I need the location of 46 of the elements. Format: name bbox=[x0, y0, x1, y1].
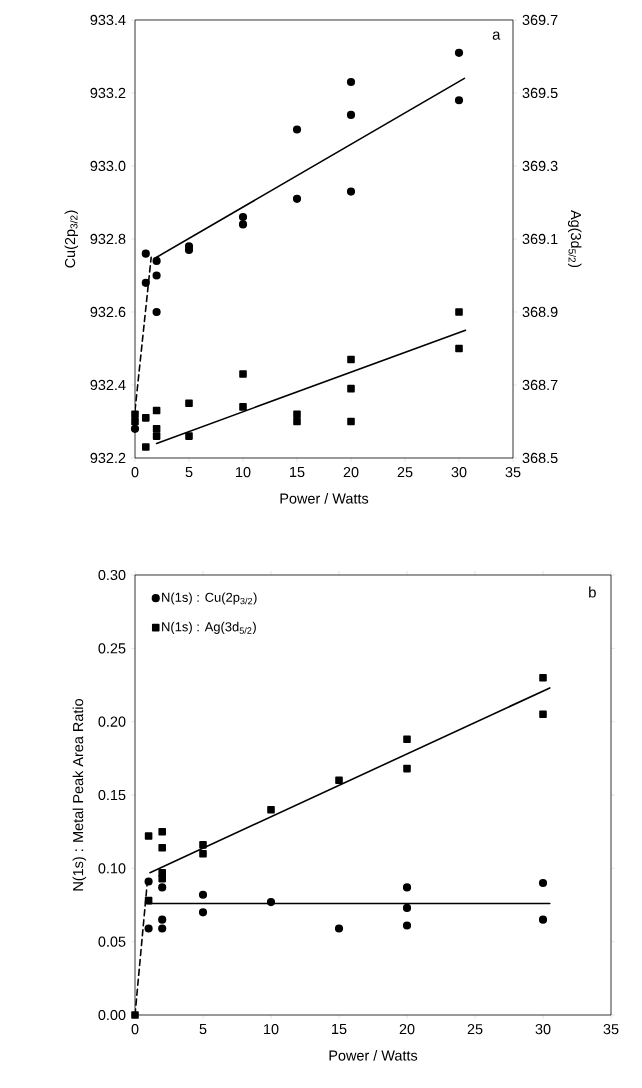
y-tick-label: 0.10 bbox=[98, 863, 126, 874]
x-tick-label: 0 bbox=[131, 1023, 139, 1035]
y-tick-label: 932.2 bbox=[90, 452, 126, 464]
y2-tick-label: 368.7 bbox=[522, 379, 558, 391]
x-tick-label: 30 bbox=[535, 1023, 551, 1035]
y2-tick-label: 369.1 bbox=[522, 233, 558, 245]
y-tick-label: 933.4 bbox=[90, 14, 126, 26]
x-tick-label: 25 bbox=[397, 466, 413, 478]
x-tick-label: 15 bbox=[332, 1024, 347, 1035]
y-tick-label: 0.15 bbox=[98, 789, 126, 801]
x-tick-label: 30 bbox=[451, 466, 467, 478]
x-tick-label: 35 bbox=[505, 466, 521, 478]
annotation: b bbox=[589, 586, 596, 598]
x-tick-label: 0 bbox=[131, 466, 139, 478]
legend-label: N(1s) : Ag(3d$_{5/2}$) bbox=[162, 621, 256, 634]
y-tick-label: 933.0 bbox=[90, 160, 126, 172]
y2-tick-label: 368.5 bbox=[522, 452, 558, 464]
x-tick-label: 20 bbox=[399, 1023, 415, 1035]
annotation: a bbox=[492, 31, 501, 40]
x-tick-label: 35 bbox=[603, 1023, 619, 1035]
y-tick-label: 932.4 bbox=[90, 379, 126, 391]
y2-tick-label: 368.9 bbox=[522, 306, 558, 318]
y-tick-label: 0.20 bbox=[98, 716, 126, 727]
y-tick-label: 0.30 bbox=[98, 569, 126, 581]
y-tick-label: 0.00 bbox=[98, 1009, 126, 1021]
y2-tick-label: 369.5 bbox=[522, 87, 558, 99]
y2-tick-label: 369.7 bbox=[522, 14, 558, 26]
x-tick-label: 10 bbox=[264, 1023, 279, 1035]
x-tick-label: 10 bbox=[236, 466, 251, 478]
x-axis-title: Power / Watts bbox=[329, 1050, 418, 1061]
legend-label: N(1s) : Cu(2p$_{3/2}$) bbox=[162, 592, 257, 605]
y-axis-title: Cu(2p$_{3/2}$) bbox=[64, 210, 79, 268]
y-tick-label: 933.2 bbox=[90, 87, 126, 99]
y-tick-label: 0.05 bbox=[98, 936, 126, 947]
y2-tick-label: 369.3 bbox=[522, 160, 558, 172]
x-axis-title: Power / Watts bbox=[280, 493, 369, 504]
x-tick-label: 25 bbox=[467, 1023, 483, 1035]
y-tick-label: 932.8 bbox=[90, 233, 126, 245]
x-tick-label: 20 bbox=[343, 466, 359, 478]
y-axis-title: N(1s) : Metal Peak Area Ratio bbox=[72, 699, 87, 891]
y-tick-label: 0.25 bbox=[98, 643, 126, 654]
y-tick-label: 932.6 bbox=[90, 306, 126, 318]
x-tick-label: 5 bbox=[185, 466, 193, 478]
x-tick-label: 15 bbox=[290, 466, 305, 478]
y2-axis-title: Ag(3d$_{5/2}$) bbox=[567, 210, 582, 268]
x-tick-label: 5 bbox=[199, 1024, 207, 1035]
